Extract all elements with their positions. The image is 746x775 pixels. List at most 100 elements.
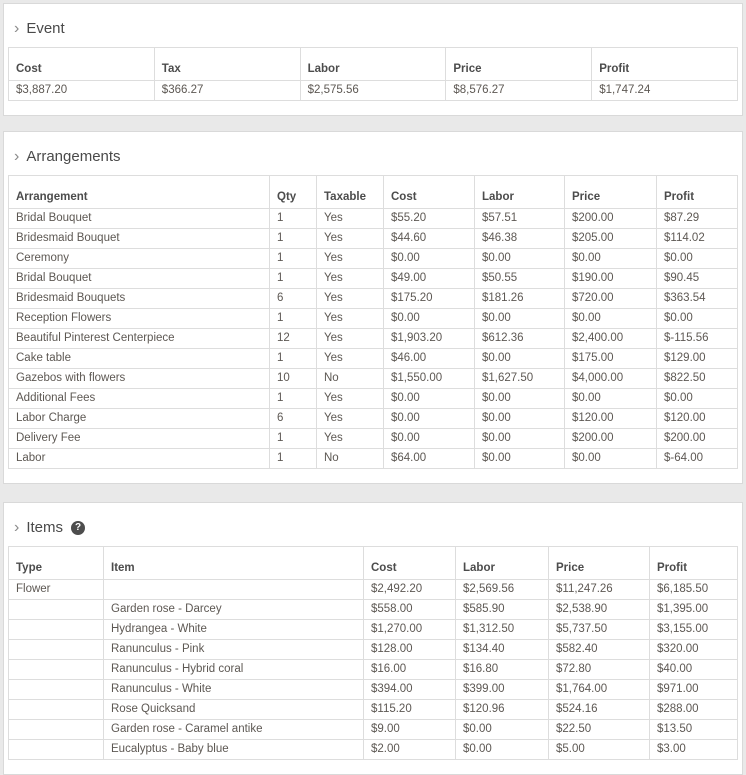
table-cell: Cake table	[8, 348, 270, 369]
table-cell: $9.00	[363, 719, 456, 740]
table-cell: $822.50	[656, 368, 738, 389]
table-cell: $-115.56	[656, 328, 738, 349]
table-row: $3,887.20 $366.27 $2,575.56 $8,576.27 $1,747…	[8, 80, 738, 101]
table-cell: $0.00	[564, 448, 657, 469]
table-cell: $0.00	[383, 308, 475, 329]
table-cell: Yes	[316, 408, 384, 429]
table-cell: $1,764.00	[548, 679, 650, 700]
table-row: Reception Flowers 1 Yes $0.00 $0.00 $0.00 $0.0…	[8, 308, 738, 329]
table-cell	[8, 619, 104, 640]
column-header: Labor	[455, 546, 549, 580]
table-row: Garden rose - Caramel antike $9.00 $0.00 $2…	[8, 719, 738, 740]
table-cell: $0.00	[656, 388, 738, 409]
table-cell: $72.80	[548, 659, 650, 680]
column-header: Taxable	[316, 175, 384, 209]
table-cell: No	[316, 448, 384, 469]
table-cell: $363.54	[656, 288, 738, 309]
table-cell: $5,737.50	[548, 619, 650, 640]
table-cell: $1,395.00	[649, 599, 738, 620]
chevron-right-icon: ›	[14, 20, 20, 37]
table-cell: $0.00	[383, 248, 475, 269]
table-cell: $120.00	[564, 408, 657, 429]
arrangements-section-title: Arrangements	[26, 148, 121, 165]
table-cell: Yes	[316, 308, 384, 329]
table-cell: Bridesmaid Bouquet	[8, 228, 270, 249]
arrangements-section-header[interactable]: › Arrangements	[8, 136, 738, 175]
table-cell: 12	[269, 328, 317, 349]
chevron-right-icon: ›	[14, 148, 20, 165]
table-cell: 1	[269, 388, 317, 409]
items-table: Type Item Cost Labor Price Profit Flower $2,49…	[8, 546, 738, 760]
table-cell: $1,550.00	[383, 368, 475, 389]
table-row: Bridal Bouquet 1 Yes $55.20 $57.51 $200.00 $87…	[8, 208, 738, 229]
event-section-header[interactable]: › Event	[8, 8, 738, 47]
table-cell: $3,155.00	[649, 619, 738, 640]
table-cell: Yes	[316, 208, 384, 229]
event-table-header-row: Cost Tax Labor Price Profit	[8, 47, 738, 81]
table-cell: $1,270.00	[363, 619, 456, 640]
column-header: Qty	[269, 175, 317, 209]
table-cell: $2.00	[363, 739, 456, 760]
table-row: Beautiful Pinterest Centerpiece 12 Yes $1,9…	[8, 328, 738, 349]
column-header: Type	[8, 546, 104, 580]
table-cell: $1,627.50	[474, 368, 565, 389]
column-header: Item	[103, 546, 364, 580]
table-cell: $0.00	[474, 388, 565, 409]
table-cell: Delivery Fee	[8, 428, 270, 449]
table-cell: Bridesmaid Bouquets	[8, 288, 270, 309]
table-cell: $612.36	[474, 328, 565, 349]
table-cell: No	[316, 368, 384, 389]
table-cell: $200.00	[564, 208, 657, 229]
help-icon[interactable]: ?	[71, 520, 86, 535]
table-cell: 1	[269, 248, 317, 269]
table-cell: $200.00	[656, 428, 738, 449]
table-cell: Flower	[8, 579, 104, 600]
table-cell: $55.20	[383, 208, 475, 229]
column-header: Profit	[591, 47, 738, 81]
table-cell	[8, 739, 104, 760]
table-cell: $0.00	[455, 739, 549, 760]
table-cell: Yes	[316, 268, 384, 289]
table-cell: $288.00	[649, 699, 738, 720]
table-cell: $181.26	[474, 288, 565, 309]
table-cell: $582.40	[548, 639, 650, 660]
table-cell: $128.00	[363, 639, 456, 660]
table-cell: 6	[269, 288, 317, 309]
table-row: Gazebos with flowers 10 No $1,550.00 $1,627.…	[8, 368, 738, 389]
table-cell: 1	[269, 348, 317, 369]
table-cell: $50.55	[474, 268, 565, 289]
table-cell: Yes	[316, 428, 384, 449]
table-cell: $1,747.24	[591, 80, 738, 101]
event-section-title: Event	[26, 20, 65, 37]
table-cell	[8, 699, 104, 720]
table-cell: $16.80	[455, 659, 549, 680]
table-cell: $0.00	[564, 308, 657, 329]
table-cell: $22.50	[548, 719, 650, 740]
table-cell: Ceremony	[8, 248, 270, 269]
table-cell: $175.00	[564, 348, 657, 369]
arrangements-table: Arrangement Qty Taxable Cost Labor Price Profi…	[8, 175, 738, 469]
table-cell: $0.00	[455, 719, 549, 740]
table-cell: $0.00	[474, 348, 565, 369]
table-cell: Bridal Bouquet	[8, 268, 270, 289]
table-cell: $120.00	[656, 408, 738, 429]
items-section-header[interactable]: › Items ?	[8, 507, 738, 546]
table-cell: $366.27	[153, 80, 301, 101]
table-cell	[8, 639, 104, 660]
table-cell: $57.51	[474, 208, 565, 229]
table-cell: $1,903.20	[383, 328, 475, 349]
table-row: Hydrangea - White $1,270.00 $1,312.50 $5,73…	[8, 619, 738, 640]
arrangements-table-header-row: Arrangement Qty Taxable Cost Labor Price Profi…	[8, 175, 738, 209]
table-cell: Yes	[316, 348, 384, 369]
column-header: Price	[564, 175, 657, 209]
table-cell: $0.00	[656, 248, 738, 269]
table-cell: $2,492.20	[363, 579, 456, 600]
column-header: Profit	[656, 175, 738, 209]
table-cell: $120.96	[455, 699, 549, 720]
table-cell: $0.00	[564, 248, 657, 269]
column-header: Arrangement	[8, 175, 270, 209]
table-cell: $64.00	[383, 448, 475, 469]
table-cell: $2,400.00	[564, 328, 657, 349]
table-cell: Bridal Bouquet	[8, 208, 270, 229]
table-cell: $394.00	[363, 679, 456, 700]
